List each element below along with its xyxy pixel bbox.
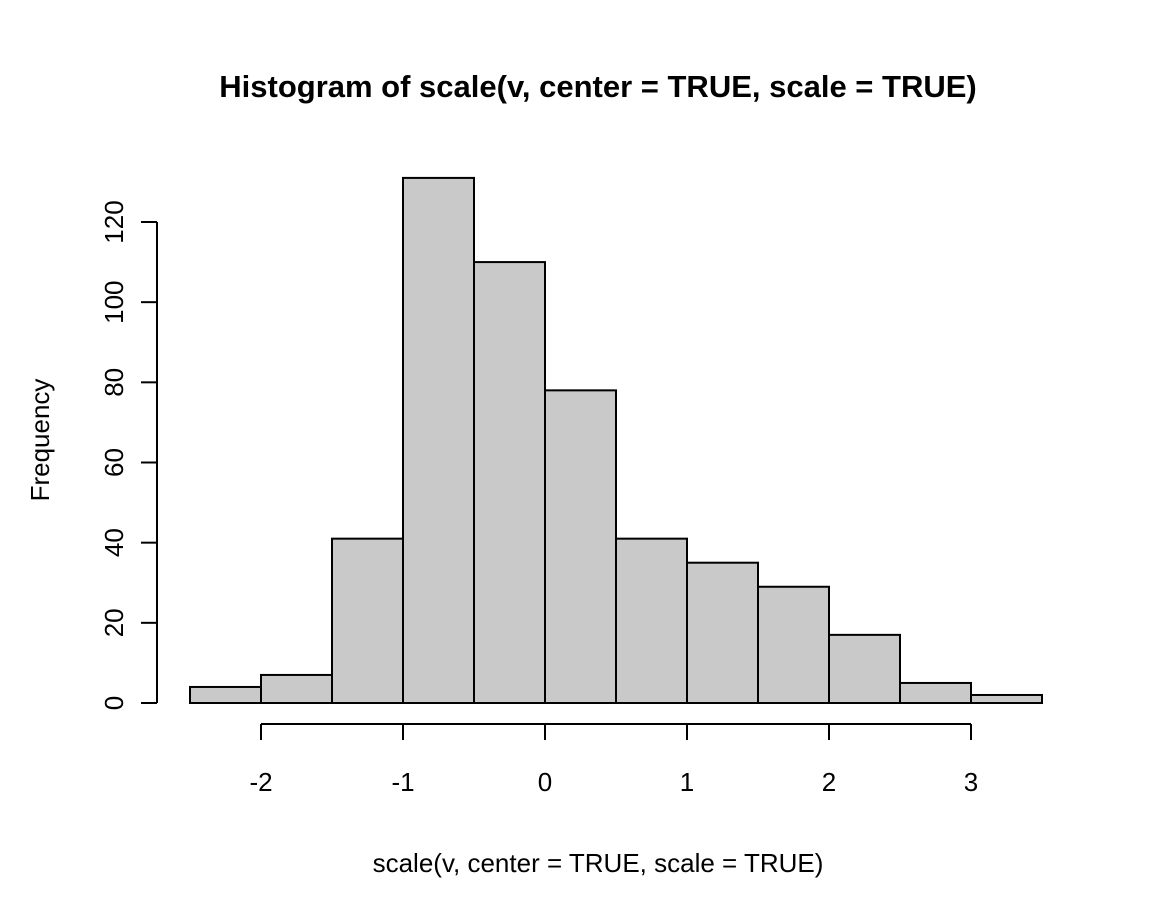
histogram-bar <box>757 585 830 705</box>
x-tick-label: 3 <box>964 767 978 797</box>
histogram-bar <box>402 176 475 705</box>
y-tick-label: 120 <box>99 200 129 243</box>
histogram-bar <box>899 681 972 704</box>
y-tick-label: 100 <box>99 280 129 323</box>
y-axis-label: Frequency <box>25 379 55 502</box>
y-tick-label: 20 <box>99 608 129 637</box>
histogram-bar <box>828 633 901 705</box>
histogram-bar <box>331 537 404 704</box>
x-tick-label: -1 <box>391 767 414 797</box>
x-tick-label: 2 <box>822 767 836 797</box>
histogram-bar <box>615 537 688 704</box>
y-tick-label: 60 <box>99 448 129 477</box>
histogram-bar <box>260 673 333 704</box>
histogram-bar <box>970 693 1043 705</box>
y-tick-label: 40 <box>99 528 129 557</box>
chart-title: Histogram of scale(v, center = TRUE, sca… <box>219 69 976 104</box>
x-axis-label: scale(v, center = TRUE, scale = TRUE) <box>373 848 824 878</box>
y-tick-label: 80 <box>99 368 129 397</box>
x-tick-label: 0 <box>538 767 552 797</box>
histogram-bar <box>189 685 262 705</box>
x-tick-label: 1 <box>680 767 694 797</box>
histogram-bar <box>473 261 546 704</box>
bars-layer <box>189 176 1043 705</box>
histogram-bar <box>686 561 759 704</box>
axes-layer: 0 20 40 60 80 100 120 -2 -1 0 1 2 3 <box>99 200 978 797</box>
histogram-bar <box>544 389 617 704</box>
x-tick-label: -2 <box>249 767 272 797</box>
y-tick-label: 0 <box>99 696 129 710</box>
